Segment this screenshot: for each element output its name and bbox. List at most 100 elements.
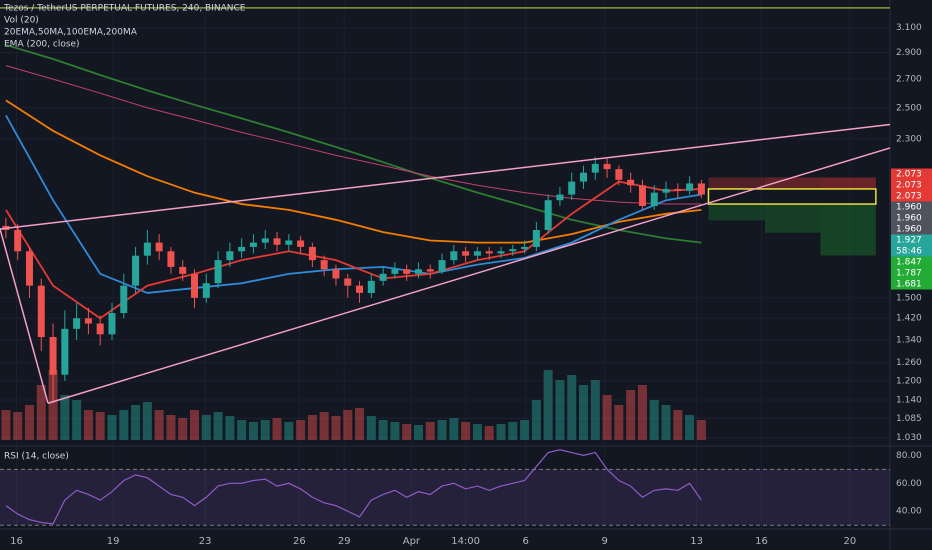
volume-bar [508, 422, 518, 440]
candle-body [344, 278, 352, 286]
rsi-tick-label: 40.00 [896, 507, 922, 517]
y-tick-label: 1.500 [896, 293, 922, 303]
moving-average [5, 44, 702, 244]
volume-bar [484, 426, 494, 440]
y-tick-label: 2.300 [896, 134, 922, 144]
candle-body [473, 251, 481, 256]
y-tick-label: 1.260 [896, 358, 922, 368]
candle-body [143, 242, 151, 256]
volume-bar [520, 420, 530, 440]
price-label-box [891, 256, 932, 268]
volume-bar [213, 412, 223, 440]
price-label: 58:46 [896, 247, 922, 257]
volume-bar [626, 390, 636, 440]
volume-bar [343, 410, 353, 440]
volume-bar [119, 410, 129, 440]
y-tick-label: 2.700 [896, 75, 922, 85]
volume-bar [378, 420, 388, 440]
candle-body [155, 242, 163, 252]
moving-average [5, 65, 702, 205]
candle-body [379, 273, 387, 281]
volume-bar [543, 370, 553, 440]
volume-bar [142, 402, 152, 440]
x-tick-label: 23 [199, 536, 212, 547]
volume-bar [437, 420, 447, 440]
candle-body [167, 251, 175, 267]
price-label: 1.787 [896, 269, 922, 279]
price-label: 1.847 [896, 258, 922, 268]
x-tick-label: 13 [690, 536, 703, 547]
candle-body [49, 337, 57, 375]
candle-body [61, 328, 69, 375]
volume-bar [390, 422, 400, 440]
volume-bar [355, 408, 365, 440]
price-label: 1.681 [896, 280, 922, 290]
volume-bar [307, 415, 317, 440]
price-label: 2.073 [896, 192, 922, 202]
volume-bar [36, 385, 46, 440]
price-label-box [891, 168, 932, 180]
x-tick-label: 6 [523, 536, 529, 547]
volume-bar [201, 415, 211, 440]
volume-bar [685, 415, 695, 440]
volume-bar [637, 385, 647, 440]
volume-bar [413, 425, 423, 440]
volume-bar [13, 412, 23, 440]
y-tick-label: 1.085 [896, 414, 922, 424]
x-tick-label: 29 [338, 536, 351, 547]
price-label: 1.960 [896, 214, 922, 224]
candle-body [414, 269, 422, 274]
entry-zone [707, 188, 877, 205]
candle-body [544, 200, 552, 231]
candle-body [332, 269, 340, 279]
x-tick-label: 20 [844, 536, 857, 547]
price-label-box [891, 212, 932, 224]
candle-body [202, 283, 210, 298]
candle-body [120, 285, 128, 314]
stop-zone [708, 177, 766, 189]
candle-body [591, 163, 599, 173]
volume-bar [696, 420, 706, 440]
rsi-band [0, 469, 890, 526]
volume-bar [131, 405, 141, 440]
stop-zone [765, 177, 821, 189]
volume-bar [284, 422, 294, 440]
candle-body [603, 163, 611, 170]
volume-bar [472, 424, 482, 440]
volume-bar [272, 418, 282, 440]
volume-bar [225, 416, 235, 440]
volume-bar [95, 412, 105, 440]
price-label-box [891, 179, 932, 191]
price-label: 1.960 [896, 203, 922, 213]
trendline [0, 228, 49, 404]
chart-title: Tezos / TetherUS PERPETUAL FUTURES, 240,… [3, 4, 246, 14]
candle-body [438, 260, 446, 272]
candle-body [285, 240, 293, 245]
candle-body [674, 188, 682, 191]
trendline [0, 123, 891, 230]
volume-bar [60, 395, 70, 440]
candle-body [485, 251, 493, 254]
rsi-line [5, 449, 702, 525]
volume-bar [579, 385, 589, 440]
price-label-box [891, 278, 932, 290]
candle-body [96, 323, 104, 335]
trendline [47, 147, 891, 404]
target-zone [708, 204, 766, 221]
x-tick-label: 16 [10, 536, 23, 547]
candle-body [249, 242, 257, 247]
candle-body [308, 246, 316, 261]
price-label-box [891, 234, 932, 246]
candle-body [84, 318, 92, 324]
volume-bar [602, 395, 612, 440]
candle-body [261, 238, 269, 243]
candle-body [367, 280, 375, 293]
candle-body [650, 192, 658, 206]
candle-body [497, 251, 505, 254]
x-tick-label: Apr [403, 536, 421, 547]
volume-bar [83, 410, 93, 440]
candle-body [662, 188, 670, 193]
volume-bar [48, 370, 58, 440]
x-tick-label: 26 [293, 536, 306, 547]
